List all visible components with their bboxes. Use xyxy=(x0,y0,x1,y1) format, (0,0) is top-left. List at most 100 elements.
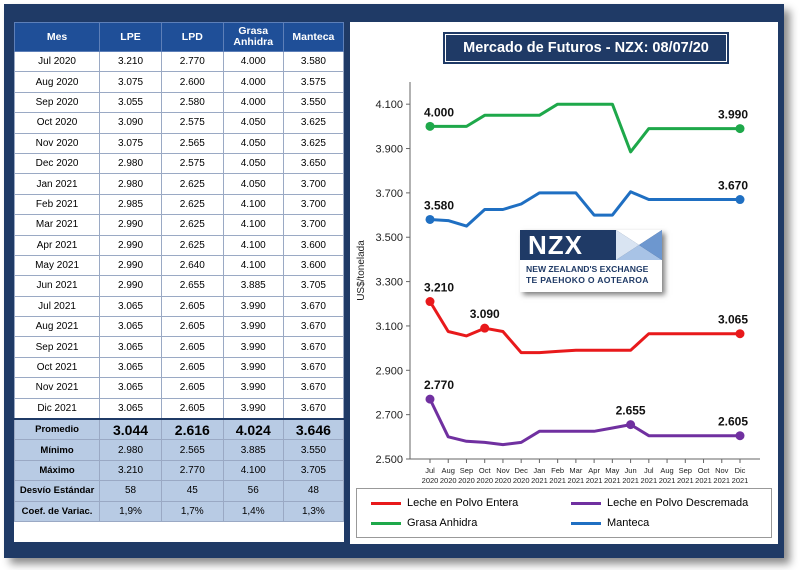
data-label-manteca: 3.670 xyxy=(718,179,748,193)
stat-lpd: 2.770 xyxy=(160,459,224,482)
cell-month: Apr 2021 xyxy=(13,234,101,256)
cell-month: Sep 2020 xyxy=(13,91,101,114)
cell-manteca: 3.670 xyxy=(282,336,345,358)
cell-lpd: 2.580 xyxy=(160,91,224,114)
header-mes: Mes xyxy=(13,22,101,52)
y-tick-label: 3.100 xyxy=(375,321,403,333)
table-row: May 2021 2.990 2.640 4.100 3.600 xyxy=(13,254,345,277)
legend-item-manteca: Manteca xyxy=(571,517,649,529)
cell-month: Dic 2021 xyxy=(13,397,101,420)
x-tick-label-month: Mar xyxy=(569,466,582,475)
stats-row-minimo: Mínimo 2.980 2.565 3.885 3.550 xyxy=(13,439,345,461)
cell-grasa: 4.000 xyxy=(222,71,284,93)
cell-lpe: 3.065 xyxy=(99,356,162,379)
data-label-lpe: 3.090 xyxy=(470,307,500,321)
cell-lpd: 2.575 xyxy=(160,112,224,134)
data-label-manteca: 3.580 xyxy=(424,198,454,212)
x-tick-label-year: 2021 xyxy=(732,476,749,485)
nzx-logo-line2: TE PAEHOKO O AOTEAROA xyxy=(526,275,649,285)
stat-grasa: 3.885 xyxy=(222,439,284,461)
cell-lpe: 2.980 xyxy=(99,152,162,175)
x-tick-label-year: 2021 xyxy=(659,476,676,485)
cell-month: Jan 2021 xyxy=(13,173,101,195)
line-chart: 2.500 2.700 2.900 3.100 3.300 3.500 3.700 3.900… xyxy=(356,82,760,485)
cell-month: May 2021 xyxy=(13,254,101,277)
stat-manteca: 48 xyxy=(282,480,345,502)
data-point-lpe xyxy=(735,329,745,339)
x-tick-label-month: Dic xyxy=(735,466,746,475)
cell-lpe: 2.990 xyxy=(99,234,162,256)
stat-grasa: 56 xyxy=(222,480,284,502)
stat-lpd: 45 xyxy=(160,480,224,502)
cell-manteca: 3.700 xyxy=(282,173,345,195)
x-tick-label-month: Aug xyxy=(442,466,455,475)
cell-lpd: 2.625 xyxy=(160,214,224,236)
cell-manteca: 3.670 xyxy=(282,295,345,318)
cell-lpd: 2.625 xyxy=(160,173,224,195)
x-tick-label-month: Jan xyxy=(533,466,545,475)
legend-swatch-manteca xyxy=(571,521,601,525)
cell-lpe: 3.065 xyxy=(99,295,162,318)
cell-lpd: 2.605 xyxy=(160,397,224,420)
x-tick-label-year: 2021 xyxy=(586,476,603,485)
x-tick-label-year: 2020 xyxy=(476,476,493,485)
cell-lpe: 3.075 xyxy=(99,132,162,154)
data-label-grasa: 3.990 xyxy=(718,108,748,122)
cell-lpd: 2.770 xyxy=(160,50,224,73)
cell-manteca: 3.670 xyxy=(282,397,345,420)
x-tick-label-year: 2021 xyxy=(549,476,566,485)
cell-grasa: 4.100 xyxy=(222,193,284,216)
stat-label: Coef. de Variac. xyxy=(13,500,101,522)
x-tick-label-year: 2021 xyxy=(622,476,639,485)
legend-label-grasa: Grasa Anhidra xyxy=(407,517,478,529)
cell-lpe: 2.990 xyxy=(99,275,162,297)
stats-row-desvio: Desvío Estándar 58 45 56 48 xyxy=(13,480,345,502)
table-row: Jul 2021 3.065 2.605 3.990 3.670 xyxy=(13,295,345,318)
x-tick-label-month: Oct xyxy=(479,466,492,475)
stat-lpd: 2.565 xyxy=(160,439,224,461)
cell-grasa: 4.050 xyxy=(222,173,284,195)
x-tick-label-month: Apr xyxy=(588,466,600,475)
cell-lpe: 3.065 xyxy=(99,397,162,420)
x-tick-label-month: Nov xyxy=(496,466,510,475)
header-grasa: Grasa Anhidra xyxy=(222,22,284,52)
cell-lpd: 2.605 xyxy=(160,356,224,379)
cell-lpe: 3.090 xyxy=(99,112,162,134)
y-tick-label: 3.700 xyxy=(375,188,403,200)
cell-month: Sep 2021 xyxy=(13,336,101,358)
table-row: Mar 2021 2.990 2.625 4.100 3.700 xyxy=(13,214,345,236)
y-axis-title: US$/tonelada xyxy=(356,240,367,301)
cell-lpd: 2.655 xyxy=(160,275,224,297)
data-point-grasa xyxy=(425,121,435,131)
chart-legend: Leche en Polvo Entera Leche en Polvo Des… xyxy=(356,488,772,538)
data-label-lpe: 3.065 xyxy=(718,313,748,327)
cell-lpe: 3.075 xyxy=(99,71,162,93)
table-row: Oct 2021 3.065 2.605 3.990 3.670 xyxy=(13,356,345,379)
cell-grasa: 4.050 xyxy=(222,152,284,175)
cell-lpd: 2.605 xyxy=(160,336,224,358)
table-row: Nov 2021 3.065 2.605 3.990 3.670 xyxy=(13,377,345,399)
cell-lpd: 2.605 xyxy=(160,316,224,338)
table-body: Jul 2020 3.210 2.770 4.000 3.580 Aug 2020 3.07… xyxy=(13,50,345,522)
cell-grasa: 3.990 xyxy=(222,316,284,338)
cell-month: Aug 2021 xyxy=(13,316,101,338)
nzx-logo-emblem-icon xyxy=(616,230,662,260)
table-row: Jan 2021 2.980 2.625 4.050 3.700 xyxy=(13,173,345,195)
table-row: Aug 2021 3.065 2.605 3.990 3.670 xyxy=(13,316,345,338)
x-tick-label-month: Sep xyxy=(679,466,692,475)
x-tick-label-month: Jun xyxy=(625,466,637,475)
x-tick-label-month: Jul xyxy=(644,466,654,475)
table-row: Sep 2021 3.065 2.605 3.990 3.670 xyxy=(13,336,345,358)
cell-lpd: 2.605 xyxy=(160,295,224,318)
cell-lpe: 3.055 xyxy=(99,91,162,114)
stat-grasa: 4.100 xyxy=(222,459,284,482)
stat-lpe: 2.980 xyxy=(99,439,162,461)
header-lpd: LPD xyxy=(160,22,224,52)
x-tick-label-month: Nov xyxy=(715,466,729,475)
data-label-lpd: 2.770 xyxy=(424,378,454,392)
x-tick-label-year: 2020 xyxy=(495,476,512,485)
table-row: Jun 2021 2.990 2.655 3.885 3.705 xyxy=(13,275,345,297)
cell-grasa: 4.000 xyxy=(222,91,284,114)
cell-month: Feb 2021 xyxy=(13,193,101,216)
stat-lpd: 1,7% xyxy=(160,500,224,522)
